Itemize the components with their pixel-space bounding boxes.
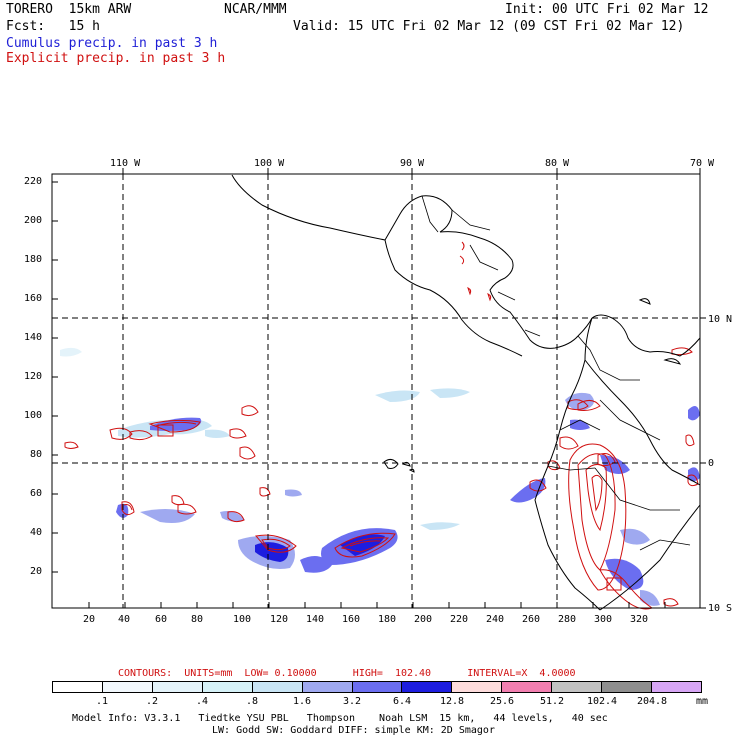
x-tick-label: 60 xyxy=(155,614,168,625)
y-tick-label: 40 xyxy=(30,527,43,538)
lat-label-10s: 10 S xyxy=(708,603,733,614)
colorbar xyxy=(52,681,702,693)
x-tick-label: 180 xyxy=(378,614,397,625)
colorbar-swatch xyxy=(202,682,253,692)
colorbar-swatch xyxy=(502,682,553,692)
colorbar-swatch xyxy=(102,682,153,692)
lat-lon-grid xyxy=(52,174,700,608)
y-tick-label: 160 xyxy=(24,293,43,304)
colorbar-unit: mm xyxy=(696,696,709,707)
x-tick-label: 80 xyxy=(191,614,204,625)
colorbar-label: .4 xyxy=(195,696,209,707)
forecast-hour: Fcst: 15 h xyxy=(6,19,100,34)
colorbar-swatch xyxy=(252,682,303,692)
x-tick-label: 300 xyxy=(594,614,613,625)
lat-label-0: 0 xyxy=(708,458,715,469)
lon-label-80w: 80 W xyxy=(545,158,570,169)
colorbar-swatch xyxy=(352,682,403,692)
x-tick-label: 160 xyxy=(342,614,361,625)
y-tick-label: 140 xyxy=(24,332,43,343)
colorbar-label: 102.4 xyxy=(586,696,618,707)
x-tick-label: 100 xyxy=(233,614,252,625)
lon-label-90w: 90 W xyxy=(400,158,425,169)
y-tick-label: 180 xyxy=(24,254,43,265)
x-tick-label: 320 xyxy=(630,614,649,625)
x-tick-label: 200 xyxy=(414,614,433,625)
explicit-precip-contours xyxy=(64,241,699,610)
axis-ticks xyxy=(52,168,706,609)
colorbar-label: 3.2 xyxy=(342,696,362,707)
y-tick-label: 220 xyxy=(24,176,43,187)
colorbar-swatch xyxy=(53,682,103,692)
model-info: Model Info: V3.3.1 Tiedtke YSU PBL Thomp… xyxy=(72,713,608,724)
y-tick-label: 120 xyxy=(24,371,43,382)
y-tick-label: 100 xyxy=(24,410,43,421)
x-tick-label: 280 xyxy=(558,614,577,625)
colorbar-swatch xyxy=(552,682,603,692)
x-tick-label: 40 xyxy=(118,614,131,625)
y-tick-label: 20 xyxy=(30,566,43,577)
colorbar-swatch xyxy=(402,682,453,692)
legend-explicit: Explicit precip. in past 3 h xyxy=(6,51,226,66)
lon-label-100w: 100 W xyxy=(254,158,285,169)
physics-info: LW: Godd SW: Goddard DIFF: simple KM: 2D… xyxy=(212,725,495,736)
y-tick-label: 80 xyxy=(30,449,43,460)
x-tick-label: 140 xyxy=(306,614,325,625)
legend-cumulus: Cumulus precip. in past 3 h xyxy=(6,36,218,51)
colorbar-label: .8 xyxy=(245,696,259,707)
colorbar-label: 12.8 xyxy=(439,696,465,707)
valid-time: Valid: 15 UTC Fri 02 Mar 12 (09 CST Fri … xyxy=(293,19,685,34)
lon-label-70w: 70 W xyxy=(690,158,715,169)
x-tick-label: 120 xyxy=(270,614,289,625)
colorbar-swatch xyxy=(452,682,503,692)
x-tick-label: 260 xyxy=(522,614,541,625)
init-time: Init: 00 UTC Fri 02 Mar 12 xyxy=(505,2,709,17)
colorbar-swatch xyxy=(152,682,203,692)
lat-label-10n: 10 N xyxy=(708,314,733,325)
x-tick-label: 20 xyxy=(83,614,96,625)
y-tick-label: 200 xyxy=(24,215,43,226)
colorbar-swatch xyxy=(652,682,701,692)
y-tick-label: 60 xyxy=(30,488,43,499)
colorbar-label: 1.6 xyxy=(292,696,312,707)
colorbar-label: .1 xyxy=(95,696,109,707)
x-tick-label: 220 xyxy=(450,614,469,625)
colorbar-label: 25.6 xyxy=(489,696,515,707)
colorbar-swatch xyxy=(302,682,353,692)
colorbar-label: 6.4 xyxy=(392,696,412,707)
colorbar-label: .2 xyxy=(145,696,159,707)
colorbar-label: 204.8 xyxy=(636,696,668,707)
lon-label-110w: 110 W xyxy=(110,158,141,169)
contours-info: CONTOURS: UNITS=mm LOW= 0.10000 HIGH= 10… xyxy=(118,668,576,679)
borders xyxy=(421,195,691,551)
x-tick-label: 240 xyxy=(486,614,505,625)
model-title: TORERO 15km ARW xyxy=(6,2,132,17)
colorbar-label: 51.2 xyxy=(539,696,565,707)
colorbar-swatch xyxy=(602,682,653,692)
center-label: NCAR/MMM xyxy=(224,2,287,17)
cumulus-precip-areas xyxy=(60,347,700,606)
map-frame xyxy=(51,173,701,609)
